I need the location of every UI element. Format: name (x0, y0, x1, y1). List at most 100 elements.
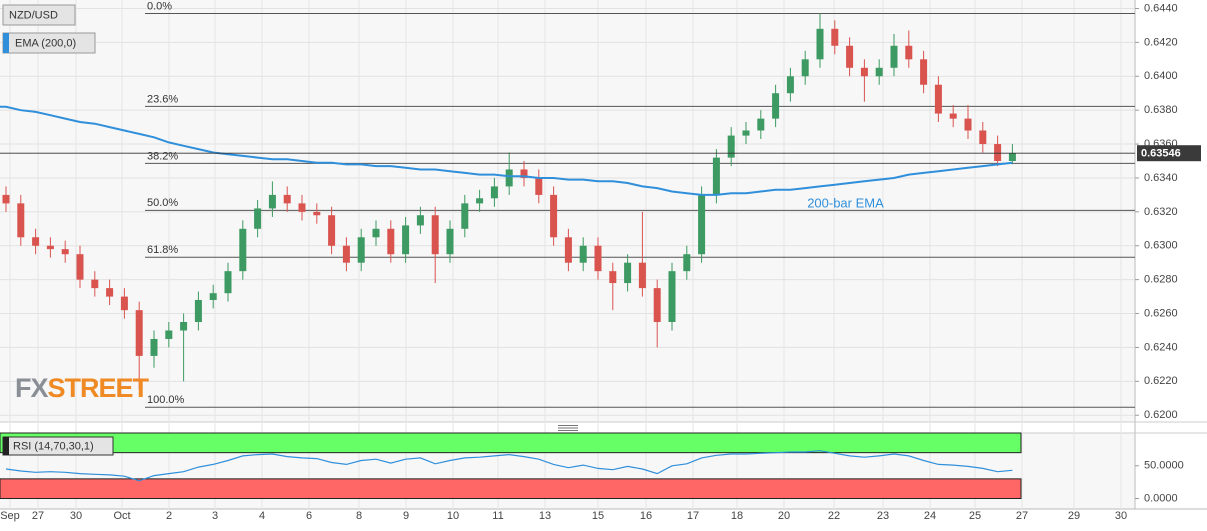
candle-body (964, 118, 972, 131)
y-tick-label: 0.6320 (1144, 206, 1178, 218)
x-tick-label: 2 (166, 510, 172, 522)
x-tick-label: Oct (113, 510, 130, 522)
candle-body (668, 271, 676, 323)
candle-body (846, 45, 854, 68)
candle-body (17, 203, 25, 238)
candle-body (32, 237, 40, 246)
x-tick-label: 27 (1016, 510, 1028, 522)
candle-body (1008, 153, 1016, 162)
candle-body (461, 203, 469, 229)
price-pane (0, 0, 1135, 422)
candle-body (875, 67, 883, 77)
marks (0, 13, 1135, 482)
candle-body (653, 288, 661, 323)
candle-body (372, 228, 380, 238)
candle-body (209, 293, 217, 300)
y-tick-label: 0.6380 (1144, 104, 1178, 116)
y-tick-label: 0.6240 (1144, 341, 1178, 353)
candle-body (357, 237, 365, 263)
indicator-swatch (3, 437, 9, 455)
candle-body (757, 118, 765, 131)
candle-body (786, 76, 794, 94)
candle-body (624, 262, 632, 284)
logo: FXSTREET (15, 373, 150, 403)
candle-body (860, 67, 868, 77)
candle-body (712, 157, 720, 195)
candle-body (150, 338, 158, 356)
candle-body (934, 84, 942, 114)
candle-body (180, 322, 188, 331)
x-tick-label: 30 (70, 510, 82, 522)
fib-label: 0.0% (147, 0, 172, 12)
x-tick-label: 22 (828, 510, 840, 522)
candle-body (742, 130, 750, 136)
ema-line (0, 105, 1013, 196)
symbol-label: NZD/USD (9, 9, 58, 21)
x-tick-label: 4 (259, 510, 265, 522)
candle-body (698, 194, 706, 255)
logo-part: FX (15, 373, 48, 403)
candle-body (416, 215, 424, 226)
candle-body (313, 211, 321, 216)
y-tick-label: 0.6200 (1144, 409, 1178, 421)
candle-body (520, 169, 528, 178)
x-tick-label: 23 (877, 510, 889, 522)
legend-label: EMA (200,0) (15, 37, 76, 49)
candle-body (535, 177, 543, 195)
x-tick-label: 18 (731, 510, 743, 522)
fib-label: 23.6% (147, 93, 178, 105)
y-tick-label: 0.6440 (1144, 2, 1178, 14)
y-tick-label: 0.6260 (1144, 307, 1178, 319)
candle-body (387, 228, 395, 255)
x-tick-label: 15 (592, 510, 604, 522)
candle-body (165, 330, 173, 339)
candle-body (446, 228, 454, 255)
grid (0, 0, 1139, 509)
x-tick-label: 9 (403, 510, 409, 522)
candle-body (135, 310, 143, 356)
x-tick-label: 3 (212, 510, 218, 522)
x-tick-label: 8 (356, 510, 362, 522)
candle-body (905, 45, 913, 60)
logo-part: STREET (48, 373, 150, 403)
rsi-band (0, 432, 1022, 454)
x-tick-label: 25 (969, 510, 981, 522)
candle-body (594, 245, 602, 272)
candle-body (2, 194, 10, 204)
x-tick-label: 27 (32, 510, 44, 522)
candle-body (194, 299, 202, 323)
candle-body (298, 203, 306, 212)
x-tick-label: 16 (640, 510, 652, 522)
x-tick-label: 17 (687, 510, 699, 522)
candle-body (476, 198, 484, 204)
x-tick-label: 11 (492, 510, 503, 522)
overlay: NZD/USD EMA (200,0) FXSTREET RSI (14,70,… (0, 0, 1201, 522)
candle-body (979, 130, 987, 145)
candle-body (949, 113, 957, 119)
rsi-band (0, 478, 1022, 500)
candle-body (831, 28, 839, 46)
candle-body (609, 271, 617, 284)
x-tick-label: 20 (778, 510, 790, 522)
last-price-label: 0.63546 (1141, 148, 1181, 160)
candle-body (91, 279, 99, 289)
candle-body (342, 245, 350, 263)
candle-body (106, 288, 114, 297)
x-tick-label: 6 (306, 510, 312, 522)
candle-body (683, 254, 691, 272)
fib-label: 61.8% (147, 244, 178, 256)
candle-body (772, 93, 780, 119)
indicator-label: RSI (14,70,30,1) (13, 440, 94, 452)
candle-body (268, 194, 276, 209)
candle-body (402, 225, 410, 255)
candle-body (431, 215, 439, 255)
fib-label: 38.2% (147, 150, 178, 162)
candle-body (254, 208, 262, 229)
resize-handle[interactable] (558, 425, 578, 431)
y-tick-label: 0.6400 (1144, 70, 1178, 82)
fib-label: 50.0% (147, 197, 178, 209)
candle-body (727, 135, 735, 158)
candle-body (550, 194, 558, 238)
y-tick-label: 0.6340 (1144, 172, 1178, 184)
candle-body (61, 249, 69, 255)
